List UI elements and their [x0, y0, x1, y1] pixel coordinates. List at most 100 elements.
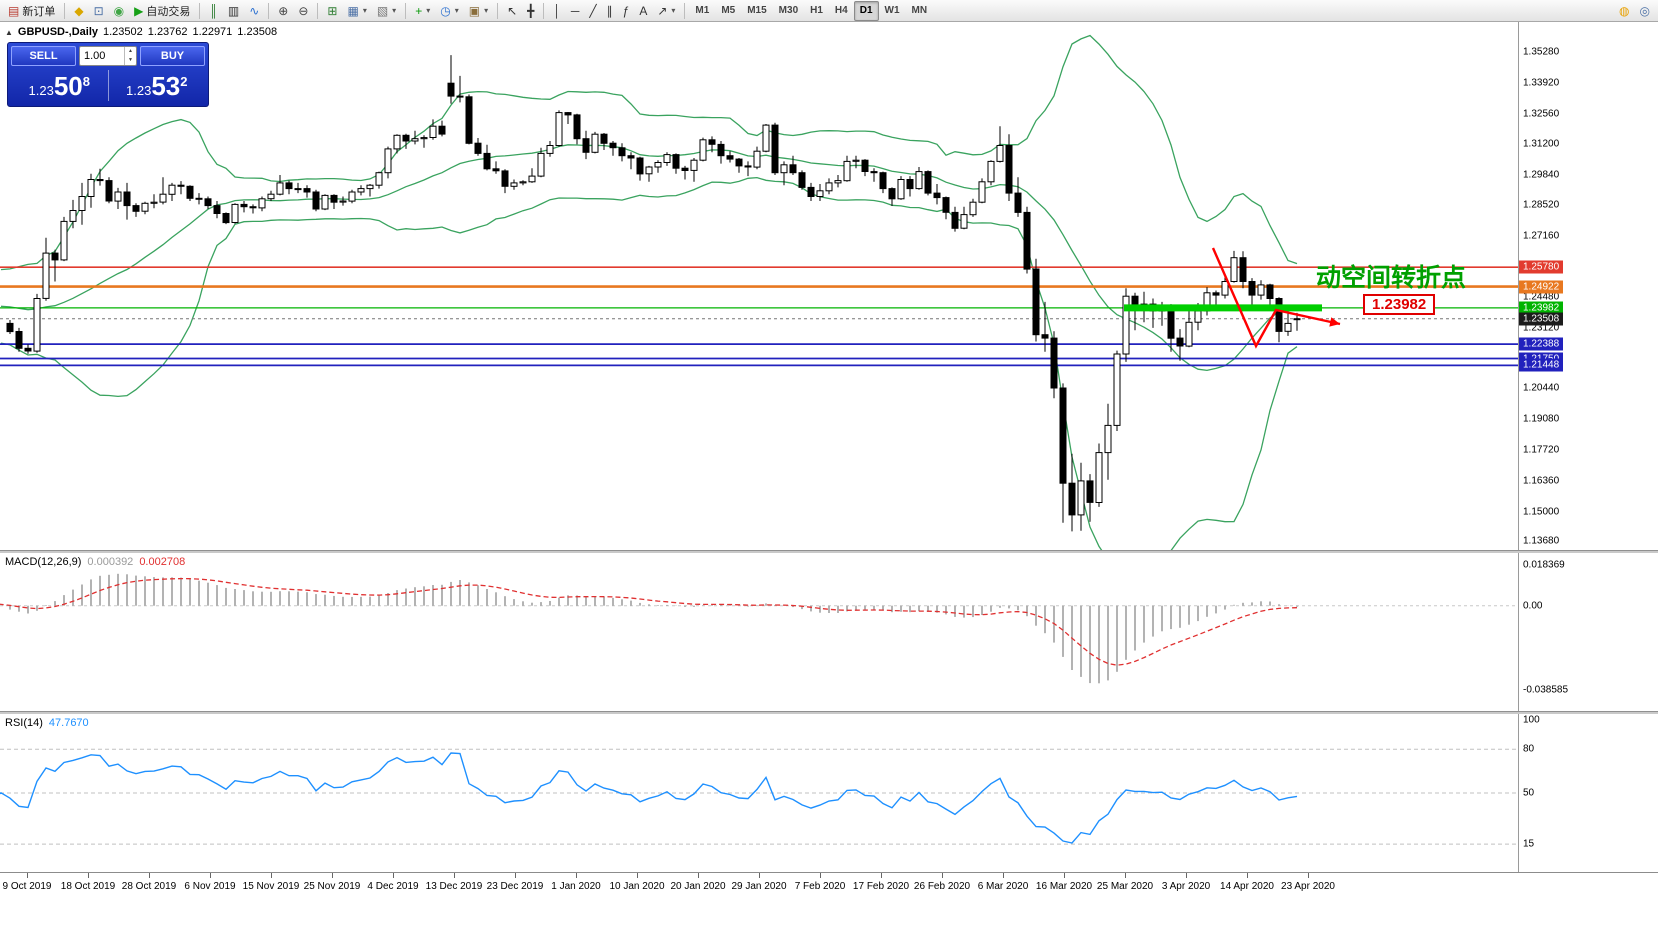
ohlc-low: 1.22971	[192, 26, 233, 38]
toolbar-separator	[268, 2, 270, 19]
time-axis-label: 25 Mar 2020	[1096, 881, 1154, 892]
timeframe-w1-button-label: W1	[884, 5, 900, 16]
timeframe-mn-button[interactable]: MN	[906, 1, 934, 21]
profiles-button[interactable]: ▧ ▾	[372, 1, 401, 21]
candles	[6, 55, 1301, 532]
volume-down-button[interactable]: ▼	[128, 57, 133, 63]
trendline-button[interactable]: ╱	[584, 1, 601, 21]
buy-price-prefix: 1.23	[126, 83, 152, 98]
crosshair-button[interactable]: ╋	[522, 1, 539, 21]
price-scale-tick: 1.28520	[1523, 199, 1560, 211]
tile-windows-button[interactable]: ⊞	[322, 1, 342, 21]
line-chart-button[interactable]: ∿	[244, 1, 264, 21]
macd-canvas[interactable]	[0, 553, 1518, 711]
time-axis-label: 17 Feb 2020	[852, 881, 910, 892]
time-axis-label: 29 Jan 2020	[731, 881, 787, 892]
time-axis-label: 20 Jan 2020	[670, 881, 726, 892]
arrows-dropdown-icon[interactable]: ▾	[671, 6, 676, 15]
toolbar-separator	[317, 2, 319, 19]
price-scale-tick: 1.23120	[1523, 322, 1560, 333]
timeframe-m30-button[interactable]: M30	[773, 1, 804, 21]
rsi-scale-tick: 50	[1523, 787, 1535, 799]
rsi-scale-tick: 15	[1523, 838, 1535, 850]
sell-price[interactable]: 1.23508	[11, 68, 108, 103]
timeframe-d1-button-label: D1	[859, 5, 873, 16]
arrows-button[interactable]: ↗ ▾	[652, 1, 680, 21]
rsi-canvas[interactable]	[0, 714, 1518, 872]
candlestick-chart-button[interactable]: ▥	[223, 1, 244, 21]
zoom-in-button[interactable]: ⊕	[273, 1, 293, 21]
timeframe-m1-button[interactable]: M1	[689, 1, 715, 21]
bar-chart-button[interactable]: ║	[204, 1, 223, 21]
buy-button[interactable]: BUY	[140, 46, 205, 66]
price-scale-tick: 1.13680	[1523, 535, 1560, 547]
cursor-button[interactable]: ↖	[502, 1, 522, 21]
new-order-button-label: 新订单	[22, 5, 56, 18]
timeframe-w1-button[interactable]: W1	[879, 1, 906, 21]
volume-stepper[interactable]: 1.00 ▲ ▼	[79, 46, 137, 66]
periods-button[interactable]: ◷ ▾	[435, 1, 464, 21]
chart-window-icon: ⊡	[93, 3, 104, 18]
timeframe-d1-button[interactable]: D1	[853, 0, 879, 21]
price-chart-canvas[interactable]	[0, 22, 1518, 550]
equidistant-channel-button[interactable]: ∥	[602, 1, 618, 21]
tile-windows-icon: ⊞	[327, 3, 338, 18]
templates-dropdown-icon[interactable]: ▾	[484, 6, 489, 15]
collapse-panel-icon[interactable]: ▲	[5, 27, 13, 37]
fibonacci-button[interactable]: ƒ	[618, 1, 635, 21]
metaeditor-button[interactable]: ◆	[69, 1, 88, 21]
auto-trading-icon: ▶	[134, 3, 144, 18]
price-scale-tick: 1.29840	[1523, 169, 1560, 181]
panel-splitter[interactable]	[0, 711, 1658, 714]
timeframe-h4-button[interactable]: H4	[829, 1, 854, 21]
toolbar: ▤ 新订单 ◆ ⊡ ◉ ▶ 自动交易 ║ ▥ ∿ ⊕ ⊖ ⊞ ▦ ▾ ▧ ▾ + ▾ ◷ ▾ ▣ ▾ ↖ ╋ │ ─ ╱ ∥ ƒ A ↗ ▾ M1…	[0, 0, 1658, 22]
time-axis-tick	[149, 873, 150, 878]
buy-price[interactable]: 1.23532	[109, 68, 206, 103]
rsi-value: 47.7670	[48, 717, 89, 729]
time-axis-tick	[820, 873, 821, 878]
templates-button[interactable]: ▣ ▾	[464, 1, 493, 21]
timeframe-h1-button[interactable]: H1	[804, 1, 829, 21]
volume-up-button[interactable]: ▲	[128, 48, 133, 54]
community-button[interactable]: ◍	[1614, 1, 1634, 21]
panel-splitter[interactable]	[0, 550, 1658, 553]
sell-button[interactable]: SELL	[11, 46, 76, 66]
new-order-button[interactable]: ▤ 新订单	[3, 1, 60, 21]
buy-price-big: 53	[151, 71, 181, 101]
ohlc-close: 1.23508	[237, 26, 278, 38]
trend-arrow[interactable]	[1211, 247, 1341, 349]
periods-dropdown-icon[interactable]: ▾	[454, 6, 459, 15]
auto-trading-button-label: 自动交易	[146, 5, 191, 18]
time-axis-label: 23 Dec 2019	[486, 881, 544, 892]
profiles-icon: ▧	[376, 3, 389, 18]
zoom-out-button[interactable]: ⊖	[293, 1, 313, 21]
auto-trading-button[interactable]: ▶ 自动交易	[129, 1, 195, 21]
rsi-label: RSI(14) 47.7670	[5, 717, 89, 729]
new-chart-button[interactable]: ▦ ▾	[342, 1, 371, 21]
timeframe-m15-button[interactable]: M15	[741, 1, 772, 21]
indicators-button[interactable]: + ▾	[410, 1, 435, 21]
search-button[interactable]: ◎	[1635, 1, 1655, 21]
price-scale-tick: 1.17720	[1523, 444, 1560, 456]
text-button[interactable]: A	[634, 1, 652, 21]
bollinger-upper-band	[0, 34, 1298, 271]
toolbar-separator	[543, 2, 545, 19]
macd-scale: 0.018369 0.00 -0.038585	[1518, 553, 1658, 711]
annotation-pivot-text: 动空间转折点	[1316, 264, 1467, 292]
timeframe-m1-button-label: M1	[695, 5, 710, 16]
horizontal-line-button[interactable]: ─	[566, 1, 585, 21]
quotes-button[interactable]: ◉	[109, 1, 129, 21]
time-axis-tick	[454, 873, 455, 878]
volume-value[interactable]: 1.00	[84, 50, 106, 62]
buy-price-sup: 2	[180, 74, 188, 89]
new-chart-dropdown-icon[interactable]: ▾	[362, 6, 367, 15]
ohlc-high: 1.23762	[147, 26, 188, 38]
timeframe-m5-button[interactable]: M5	[715, 1, 741, 21]
chart-window-button[interactable]: ⊡	[89, 1, 109, 21]
trade-panel-divider	[107, 70, 109, 101]
profiles-dropdown-icon[interactable]: ▾	[392, 6, 397, 15]
annotation-price-box: 1.23982	[1363, 294, 1436, 315]
vertical-line-button[interactable]: │	[548, 1, 566, 21]
sell-price-prefix: 1.23	[28, 83, 54, 98]
indicators-dropdown-icon[interactable]: ▾	[426, 6, 431, 15]
